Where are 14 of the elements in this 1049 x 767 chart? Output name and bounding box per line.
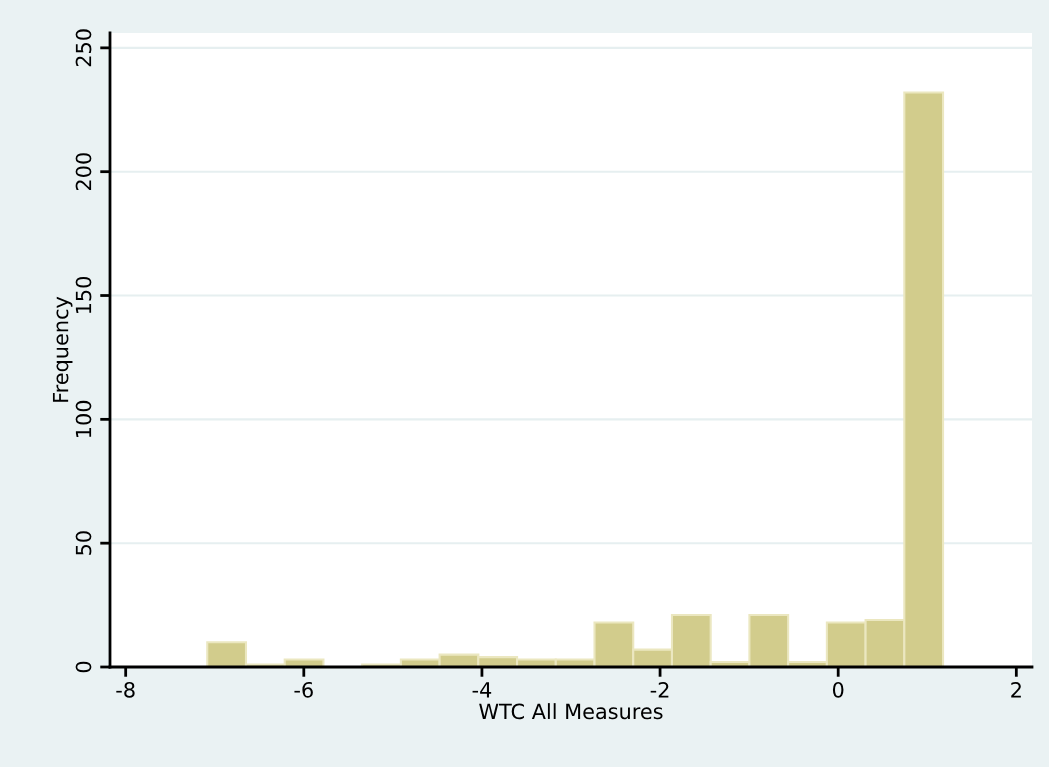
x-axis-title: WTC All Measures — [479, 703, 663, 720]
x-tick-label: -8 — [116, 681, 135, 698]
y-tick-label: 250 — [75, 29, 92, 67]
y-tick-label: 0 — [75, 661, 92, 673]
x-tick-label: -4 — [472, 682, 492, 698]
y-tick-label: 150 — [75, 277, 92, 314]
y-tick-label: 200 — [75, 153, 92, 191]
x-tick-label: -6 — [294, 681, 313, 698]
x-tick-label: 2 — [1011, 681, 1021, 698]
y-axis-title: Frequency — [52, 296, 73, 402]
y-tick-label: 100 — [75, 400, 92, 437]
x-tick-label: 0 — [832, 681, 844, 698]
y-tick-label: 50 — [75, 531, 92, 555]
x-tick-label: -2 — [650, 681, 669, 698]
